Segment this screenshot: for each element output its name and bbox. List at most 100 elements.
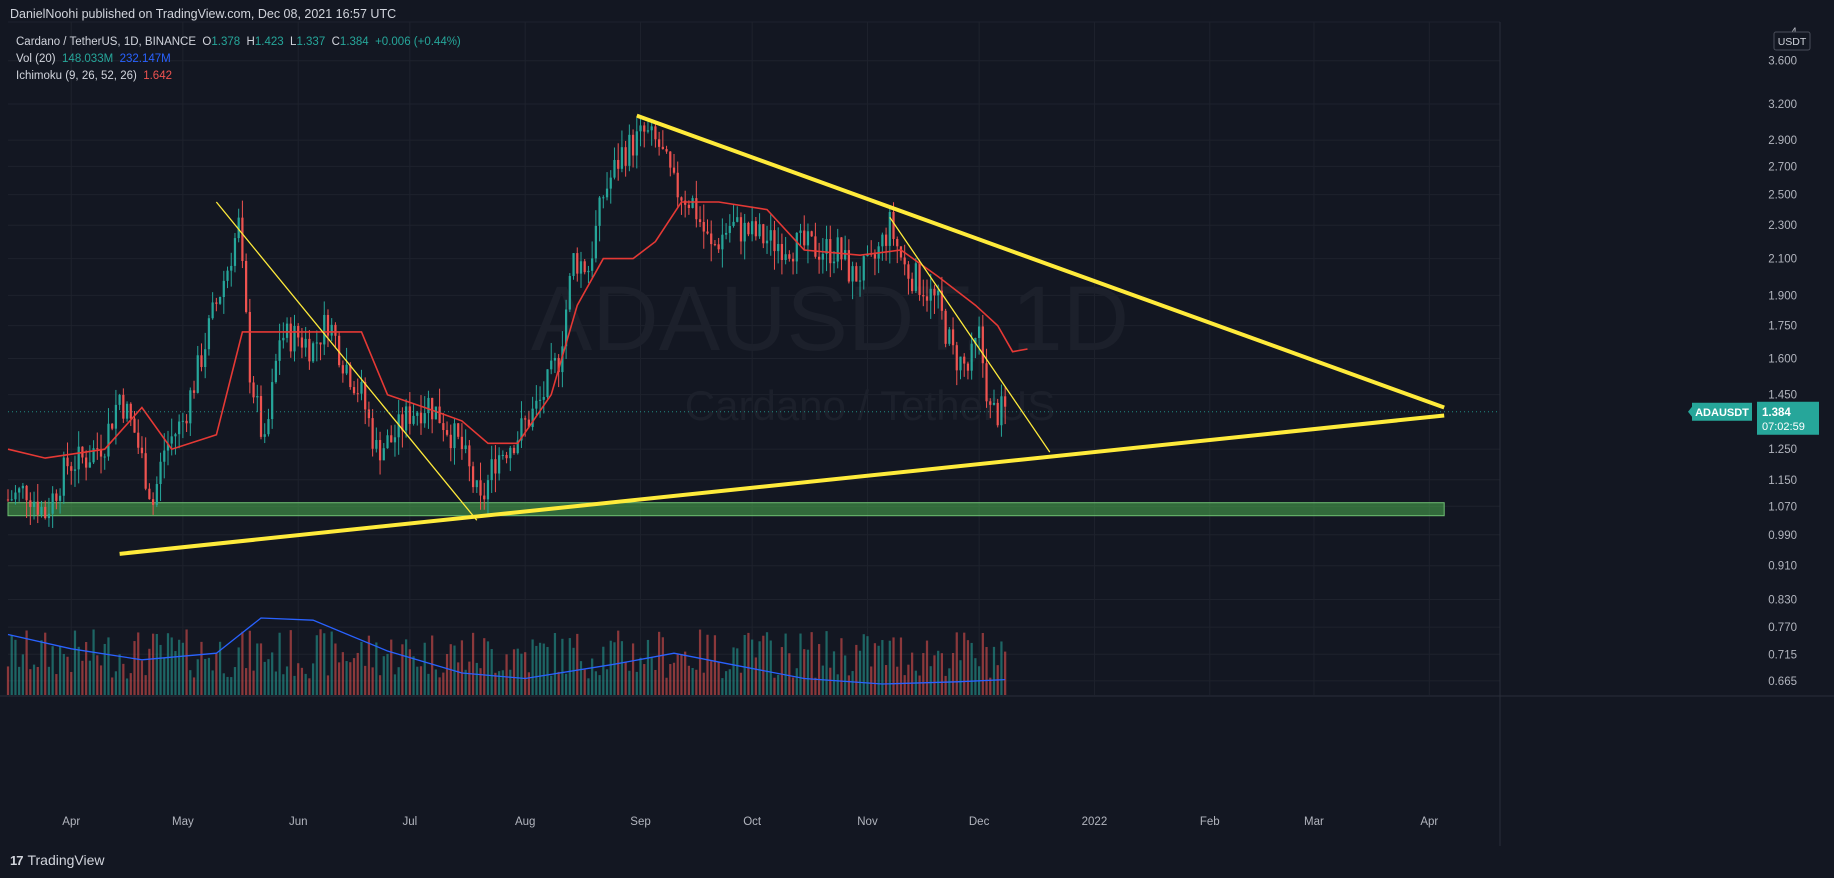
volume-bar xyxy=(542,643,545,695)
volume-bar xyxy=(263,661,266,695)
volume-ma-value: 232.147M xyxy=(119,53,171,65)
candle-body xyxy=(765,240,769,244)
candle-body xyxy=(185,420,188,424)
volume-bar xyxy=(431,635,434,695)
price-tick-label: 0.770 xyxy=(1768,622,1797,634)
time-tick-label: Nov xyxy=(857,816,878,828)
volume-bar xyxy=(844,655,847,695)
candle-body xyxy=(300,337,304,348)
candle-body xyxy=(665,149,668,152)
candle-body xyxy=(118,394,121,405)
volume-bar xyxy=(710,661,713,695)
volume-bars xyxy=(6,629,1007,695)
candle-body xyxy=(311,343,315,362)
volume-bar xyxy=(341,652,344,695)
grid-lines xyxy=(8,21,1500,695)
volume-bar xyxy=(10,634,13,695)
candle-body xyxy=(148,488,151,500)
candle-body xyxy=(241,217,244,261)
tradingview-brand: TradingView xyxy=(27,852,105,868)
candle-body xyxy=(352,387,356,394)
volume-bar xyxy=(959,660,962,695)
candle-body xyxy=(263,434,266,437)
price-tick-label: 2.900 xyxy=(1768,135,1797,147)
volume-bar xyxy=(613,642,616,695)
high-value: 1.423 xyxy=(254,36,284,48)
volume-bar xyxy=(356,652,359,695)
candle-body xyxy=(356,393,359,395)
symbol-tag-pointer xyxy=(1688,406,1692,417)
candle-body xyxy=(274,360,278,383)
volume-bar xyxy=(226,676,229,695)
candle-body xyxy=(133,418,136,433)
candle-body xyxy=(371,418,374,449)
volume-bar xyxy=(806,649,810,695)
volume-bar xyxy=(326,675,330,695)
candle-body xyxy=(442,423,445,431)
volume-bar xyxy=(635,671,638,695)
price-tag-countdown: 07:02:59 xyxy=(1762,421,1805,433)
candle-body xyxy=(181,420,184,422)
volume-bar xyxy=(672,662,676,695)
time-tick-label: Oct xyxy=(743,816,762,828)
publisher-text: DanielNoohi published on TradingView.com… xyxy=(10,7,397,21)
candle-body xyxy=(207,318,211,350)
candle-body xyxy=(419,412,423,424)
time-tick-label: Mar xyxy=(1304,816,1324,828)
volume-bar xyxy=(598,675,601,695)
volume-bar xyxy=(200,641,203,695)
candle-body xyxy=(602,197,605,199)
volume-bar xyxy=(282,674,285,695)
volume-bar xyxy=(166,633,170,695)
volume-bar xyxy=(769,640,772,695)
tradingview-logo[interactable]: 17 TradingView xyxy=(10,852,105,868)
candle-body xyxy=(40,506,43,515)
volume-bar xyxy=(393,674,397,695)
volume-bar xyxy=(70,671,73,695)
volume-bar xyxy=(364,665,367,695)
volume-bar xyxy=(628,670,631,695)
candle-body xyxy=(345,364,348,374)
candle-body xyxy=(222,280,225,298)
volume-bar xyxy=(888,640,891,695)
price-tick-label: 1.070 xyxy=(1768,501,1797,513)
volume-bar xyxy=(654,669,657,695)
open-value: 1.378 xyxy=(211,36,241,48)
volume-bar xyxy=(382,656,385,695)
candle-body xyxy=(985,363,988,402)
volume-bar xyxy=(311,663,315,695)
price-tick-label: 0.665 xyxy=(1768,676,1797,688)
price-tick-label: 1.600 xyxy=(1768,354,1797,366)
candle-body xyxy=(791,258,795,262)
candle-body xyxy=(717,244,720,250)
candle-body xyxy=(393,437,397,443)
volume-bar xyxy=(252,670,255,695)
candle-body xyxy=(594,225,597,259)
candle-body xyxy=(829,239,832,264)
candle-body xyxy=(911,278,914,292)
volume-bar xyxy=(111,677,114,695)
volume-bar xyxy=(836,674,839,695)
candle-body xyxy=(509,447,512,459)
volume-bar xyxy=(222,673,225,695)
volume-bar xyxy=(401,644,404,695)
volume-bar xyxy=(754,657,757,695)
volume-bar xyxy=(92,629,95,695)
price-tick-label: 0.990 xyxy=(1768,530,1797,542)
candle-body xyxy=(293,325,296,352)
time-tick-label: Apr xyxy=(62,816,80,828)
candle-body xyxy=(326,314,330,336)
volume-bar xyxy=(122,663,125,695)
change-value: +0.006 (+0.44%) xyxy=(375,36,461,48)
volume-bar xyxy=(501,670,504,695)
volume-bar xyxy=(951,652,955,695)
candle-body xyxy=(166,443,170,451)
candle-body xyxy=(732,221,735,226)
candle-body xyxy=(204,349,207,368)
volume-bar xyxy=(271,652,274,695)
volume-bar xyxy=(58,646,62,695)
ichimoku-legend-row: Ichimoku (9, 26, 52, 26) 1.642 xyxy=(16,68,461,85)
volume-bar xyxy=(527,672,531,695)
volume-bar xyxy=(873,643,877,695)
